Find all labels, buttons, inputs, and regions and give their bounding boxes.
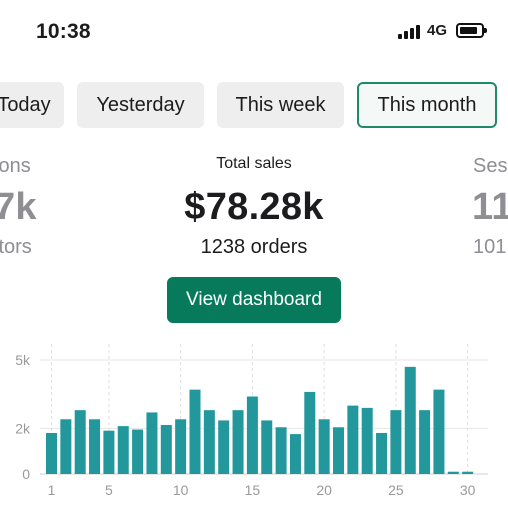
total-sales-label: Total sales [216,155,292,172]
bar-day-19 [304,391,316,474]
visitors-sub-wrap: itors [0,236,32,259]
bar-day-17 [275,427,287,474]
status-time: 10:38 [36,20,91,43]
sessions-sub: 101. [473,236,508,258]
bar-day-29 [447,471,459,474]
bar-day-12 [203,410,215,474]
view-dashboard-button[interactable]: View dashboard [167,277,341,323]
sessions-value: 11 [472,186,508,228]
tab-today[interactable]: Today [0,82,64,128]
x-tick-label: 25 [388,482,404,498]
signal-icon [398,25,422,39]
network-type: 4G [427,22,448,39]
total-sales-value: $78.28k [184,186,324,228]
x-tick-label: 5 [105,482,113,498]
bar-day-27 [419,410,431,474]
tab-this-month[interactable]: This month [357,82,497,128]
tab-this-week[interactable]: This week [217,82,344,128]
bar-day-10 [175,419,187,474]
bar-day-28 [433,389,445,474]
bar-day-20 [318,419,330,474]
visitors-label: ions [0,155,31,177]
battery-icon [456,23,487,38]
x-tick-label: 30 [460,482,476,498]
bar-day-6 [117,426,129,474]
bar-day-9 [160,424,172,474]
bar-day-22 [347,405,359,474]
y-tick-label: 5k [15,352,31,368]
bar-day-24 [376,432,388,474]
x-tick-label: 20 [316,482,332,498]
visitors-metric[interactable]: ions [0,155,31,178]
bar-day-30 [462,471,474,474]
bar-day-7 [132,429,144,474]
y-tick-label: 0 [22,466,30,482]
x-tick-label: 1 [48,482,56,498]
x-tick-label: 10 [173,482,189,498]
status-bar: 10:38 4G [0,0,508,62]
bar-day-8 [146,412,158,474]
sessions-label[interactable]: Ses [473,155,508,177]
visitors-value-wrap: 7k [0,186,37,229]
bar-day-4 [89,419,101,474]
orders-count: 1238 orders [200,236,308,258]
bar-day-1 [46,432,57,474]
bar-day-14 [232,410,244,474]
bar-day-23 [361,407,373,474]
bar-day-26 [404,366,416,474]
bar-day-25 [390,410,402,474]
visitors-value: 7k [0,186,37,228]
visitors-sub: itors [0,236,32,258]
bar-day-15 [246,396,258,474]
x-tick-label: 15 [245,482,261,498]
bar-day-3 [74,410,86,474]
bar-day-11 [189,389,201,474]
bar-day-16 [261,420,273,474]
bar-day-2 [60,419,72,474]
bar-day-13 [218,420,230,474]
bar-day-5 [103,430,115,474]
bar-day-18 [289,434,301,474]
bar-day-21 [333,427,344,474]
y-tick-label: 2k [15,420,31,436]
tab-yesterday[interactable]: Yesterday [77,82,204,128]
